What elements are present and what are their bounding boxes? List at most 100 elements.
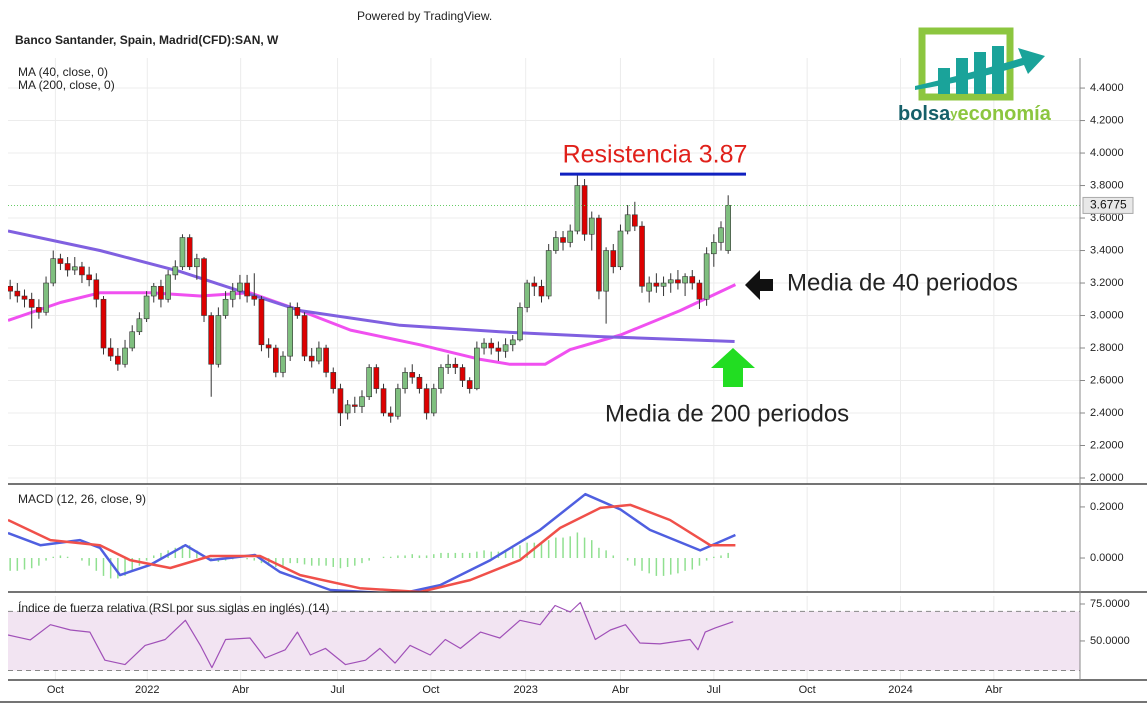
y-tick-label: 0.2000 [1090, 501, 1124, 513]
candle-body [71, 266, 78, 271]
y-tick-label: 0.0000 [1090, 552, 1124, 564]
candle-body [265, 344, 272, 349]
logo-text-part: bolsa [898, 103, 951, 125]
candle-body [438, 367, 444, 389]
x-tick-label: Abr [232, 684, 249, 696]
candle-body [423, 388, 430, 414]
candle-body [502, 344, 509, 352]
candle-body [115, 355, 121, 365]
candle-body [14, 290, 21, 297]
candle-body [308, 355, 315, 362]
logo: bolsayeconomía [898, 27, 1052, 125]
candle-body [165, 274, 171, 300]
candle-body [100, 298, 107, 349]
candle-body [158, 285, 164, 300]
candle-body [610, 250, 617, 268]
x-tick-label: 2024 [888, 684, 912, 696]
candle-body [8, 285, 13, 292]
y-tick-label: 3.6000 [1090, 212, 1124, 224]
candle-body [538, 285, 545, 297]
y-tick-label: 50.0000 [1090, 635, 1130, 647]
candle-body [229, 290, 236, 300]
candle-body [524, 282, 530, 308]
series-line [8, 492, 736, 592]
candle-body [682, 276, 688, 284]
pane-title: MACD (12, 26, close, 9) [18, 492, 146, 506]
candle-body [222, 298, 229, 316]
band-fill [8, 611, 1080, 671]
candle-body [150, 285, 157, 297]
annotation: Media de 40 periodos [787, 269, 1018, 296]
candle-body [667, 279, 674, 284]
candle-body [689, 276, 696, 284]
annotation: Media de 200 periodos [605, 400, 849, 427]
logo-arrow [915, 48, 1045, 90]
y-tick-label: 4.0000 [1090, 147, 1124, 159]
logo-text-part: y [950, 106, 958, 121]
candle-body [280, 355, 286, 373]
series-line [8, 283, 737, 366]
candle-body [387, 412, 394, 417]
candle-body [696, 282, 703, 300]
candle-body [581, 185, 588, 235]
annotation-arrow [711, 348, 755, 387]
candle-body [129, 331, 136, 349]
candle-body [215, 315, 222, 365]
candle-body [28, 298, 35, 308]
candle-body [143, 295, 150, 320]
series-line [8, 229, 735, 343]
x-tick-label: Oct [799, 684, 816, 696]
chart-title: Banco Santander, Spain, Madrid(CFD):SAN,… [15, 33, 279, 47]
candle-body [359, 396, 365, 407]
candle-body [107, 347, 114, 357]
candle-body [430, 388, 437, 414]
candle-body [21, 295, 28, 300]
background-layer: Oct 2022 Abr Jul Oct 2023 Abr Jul Oct 2024 Abr 2.00… [8, 58, 1130, 696]
candle-body [545, 250, 552, 297]
candle-body [466, 380, 473, 389]
y-tick-label: 75.0000 [1090, 598, 1130, 610]
candle-body [186, 237, 193, 268]
candle-body [316, 347, 322, 362]
candle-body [136, 318, 143, 333]
last-price-box [1082, 196, 1134, 214]
y-tick-label: 3.0000 [1090, 309, 1124, 321]
candle-body [725, 205, 731, 251]
candle-body [258, 298, 265, 346]
candle-body [323, 347, 329, 373]
candle-body [57, 258, 64, 264]
x-tick-label: Abr [612, 684, 629, 696]
candle-body [122, 347, 128, 365]
x-tick-label: Jul [331, 684, 345, 696]
candle-body [603, 250, 609, 292]
candle-body [330, 372, 337, 389]
y-tick-label: 2.8000 [1090, 342, 1124, 354]
y-tick-label: 3.4000 [1090, 244, 1124, 256]
candle-body [409, 372, 416, 378]
legend-entry: MA (200, close, 0) [18, 78, 115, 92]
annotation: Resistencia 3.87 [563, 141, 748, 169]
candle-body [294, 307, 301, 316]
candle-body [675, 279, 681, 284]
candle-body [452, 363, 459, 368]
candle-body [553, 237, 559, 251]
candle-body [495, 347, 502, 352]
x-tick-label: Oct [47, 684, 64, 696]
candle-body [395, 388, 401, 417]
candle-body [710, 242, 717, 255]
candle-body [402, 372, 408, 389]
candle-body [43, 282, 49, 313]
candle-body [718, 227, 724, 243]
candle-body [632, 214, 638, 227]
candle-body [474, 347, 480, 389]
y-tick-label: 2.2000 [1090, 439, 1124, 451]
series-line [8, 601, 734, 669]
y-tick-label: 2.4000 [1090, 407, 1124, 419]
candle-body [179, 237, 186, 268]
pane [8, 174, 737, 426]
candle-body [624, 214, 631, 232]
candle-body [445, 363, 451, 368]
x-tick-label: Abr [985, 684, 1002, 696]
x-tick-label: 2023 [513, 684, 537, 696]
